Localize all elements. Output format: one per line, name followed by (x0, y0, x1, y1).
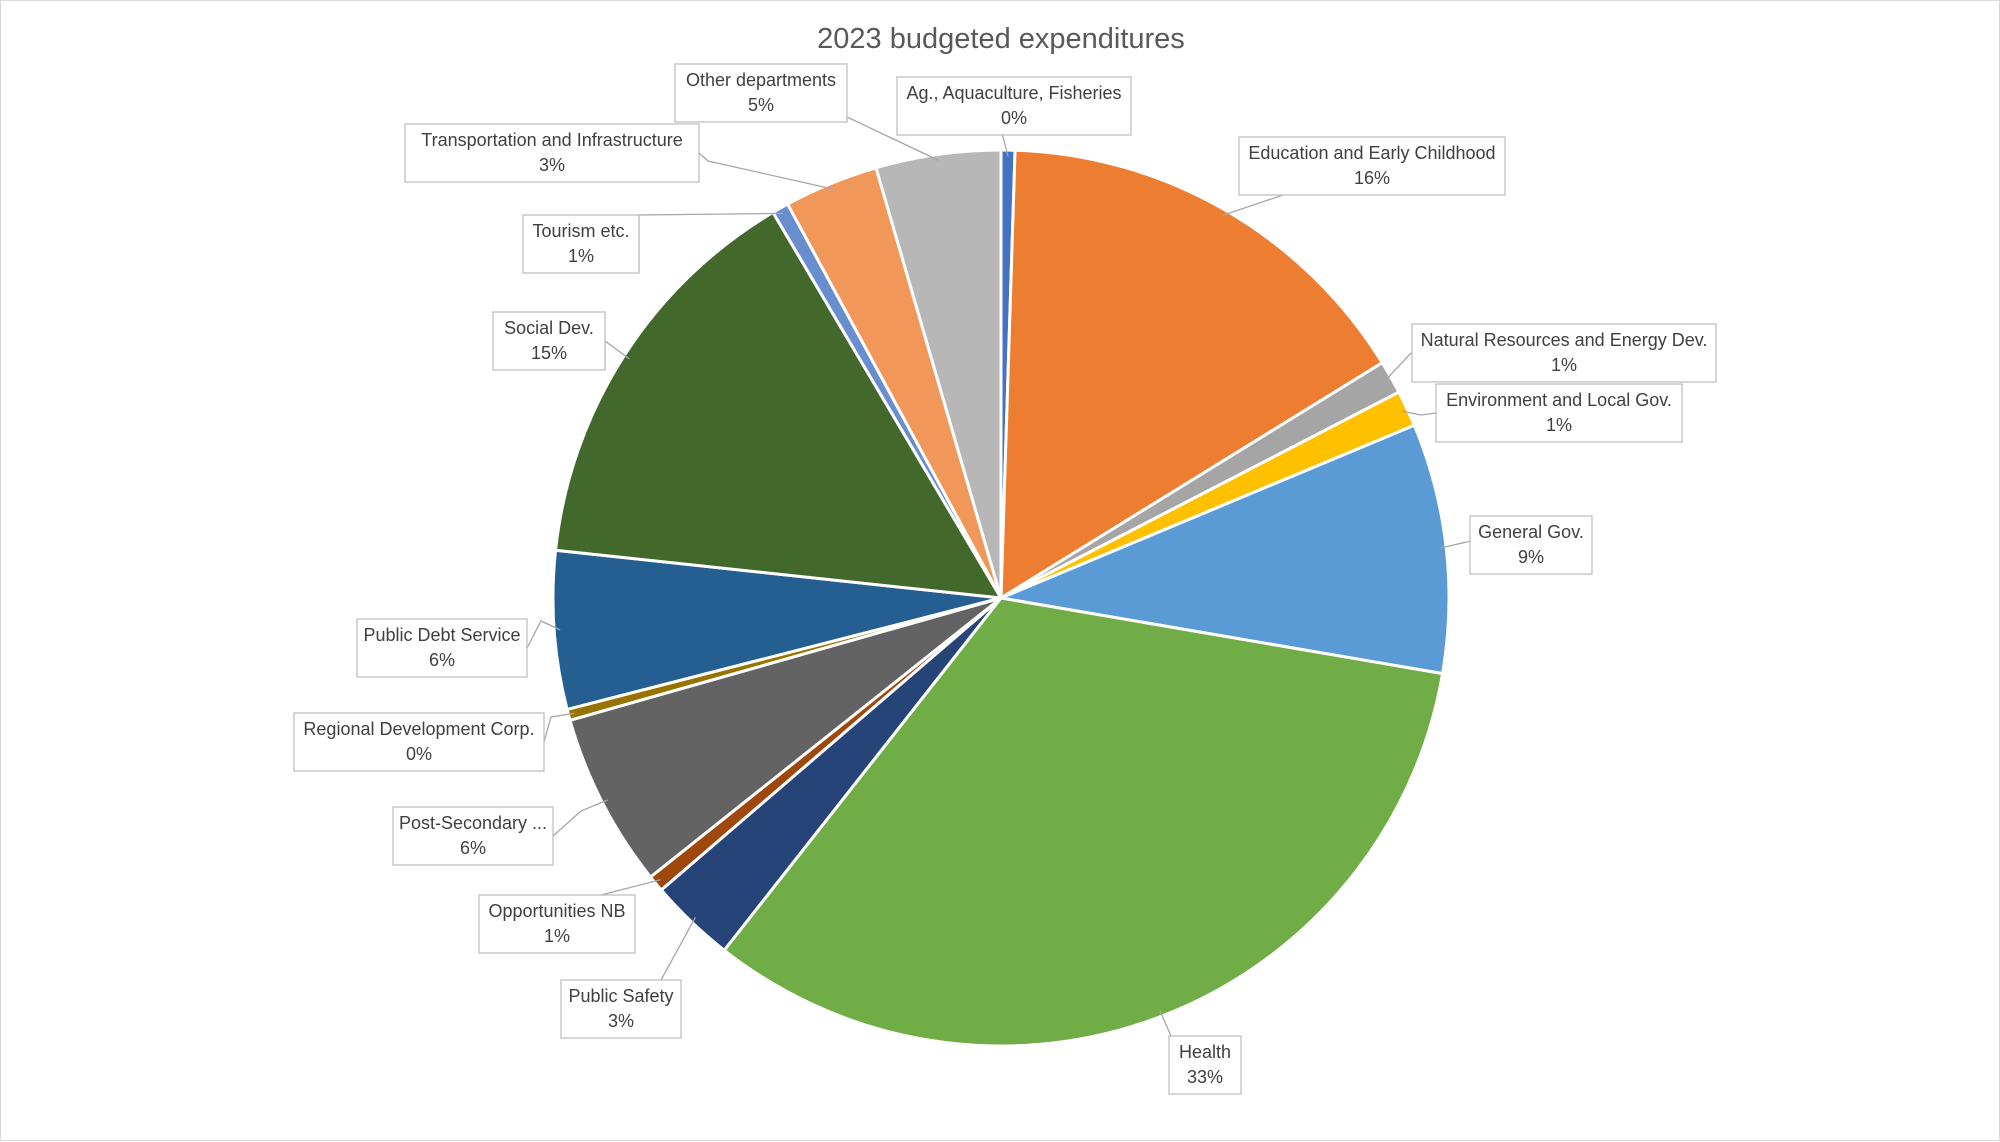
data-label-box (478, 894, 636, 954)
data-label: Regional Development Corp. 0% (293, 712, 545, 772)
leader-line (543, 712, 575, 743)
data-label: Social Dev. 15% (492, 311, 606, 371)
data-label: Public Debt Service 6% (356, 618, 528, 678)
data-label-percent: 6% (460, 838, 486, 858)
data-label-category: Opportunities NB (488, 901, 625, 921)
data-label-percent: 15% (531, 343, 567, 363)
data-label-percent: 0% (1001, 108, 1027, 128)
data-label-percent: 16% (1354, 168, 1390, 188)
data-label-percent: 5% (748, 95, 774, 115)
data-label-box (492, 311, 606, 371)
pie-slice (551, 548, 1002, 712)
data-label-percent: 9% (1518, 547, 1544, 567)
data-labels: Ag., Aquaculture, Fisheries 0% Education a… (293, 63, 1717, 1095)
data-label-percent: 6% (429, 650, 455, 670)
data-label: Public Safety 3% (560, 979, 682, 1039)
data-label-box (896, 76, 1132, 136)
leader-line (1385, 352, 1412, 381)
data-label-category: Public Safety (568, 986, 673, 1006)
data-label-category: General Gov. (1478, 522, 1584, 542)
data-label-box (1435, 383, 1683, 443)
data-label-percent: 1% (1551, 355, 1577, 375)
data-label-box (1469, 515, 1593, 575)
data-label-category: Regional Development Corp. (303, 719, 534, 739)
data-label: Opportunities NB 1% (478, 894, 636, 954)
data-label: Post-Secondary ... 6% (392, 806, 554, 866)
data-label-category: Public Debt Service (363, 625, 520, 645)
data-label-percent: 0% (406, 744, 432, 764)
data-label: Environment and Local Gov. 1% (1435, 383, 1683, 443)
data-label-category: Education and Early Childhood (1248, 143, 1495, 163)
data-label-box (293, 712, 545, 772)
data-label-percent: 3% (608, 1011, 634, 1031)
data-label-percent: 1% (568, 246, 594, 266)
leader-line (1222, 194, 1284, 217)
pie-slice (874, 148, 1003, 599)
pie-slice (995, 423, 1451, 676)
data-label-box (404, 123, 700, 183)
pie-slices (551, 148, 1451, 1048)
data-label-box (1238, 136, 1506, 196)
data-label-category: Transportation and Infrastructure (421, 130, 682, 150)
data-label-category: Environment and Local Gov. (1446, 390, 1672, 410)
data-label: Health 33% (1168, 1035, 1242, 1095)
data-label-percent: 1% (544, 926, 570, 946)
data-label-percent: 33% (1187, 1067, 1223, 1087)
data-label: General Gov. 9% (1469, 515, 1593, 575)
data-label: Natural Resources and Energy Dev. 1% (1411, 323, 1717, 383)
data-label-box (356, 618, 528, 678)
data-label-box (392, 806, 554, 866)
data-label: Tourism etc. 1% (522, 214, 640, 274)
data-label-category: Ag., Aquaculture, Fisheries (906, 83, 1121, 103)
data-label-category: Tourism etc. (532, 221, 629, 241)
data-label-box (560, 979, 682, 1039)
data-label-percent: 3% (539, 155, 565, 175)
chart-title: 2023 budgeted expenditures (817, 23, 1185, 55)
data-label-percent: 1% (1546, 415, 1572, 435)
data-label-box (522, 214, 640, 274)
data-label-box (1411, 323, 1717, 383)
data-label-box (674, 63, 848, 123)
leader-line (526, 620, 561, 649)
data-label-category: Post-Secondary ... (399, 813, 547, 833)
leader-line (698, 152, 834, 190)
data-label-category: Health (1179, 1042, 1231, 1062)
data-label: Other departments 5% (674, 63, 848, 123)
leader-line (552, 799, 609, 837)
data-label: Transportation and Infrastructure 3% (404, 123, 700, 183)
data-label-category: Natural Resources and Energy Dev. (1421, 330, 1708, 350)
data-label-category: Other departments (686, 70, 836, 90)
data-label: Education and Early Childhood 16% (1238, 136, 1506, 196)
leader-line (1401, 410, 1437, 416)
data-label-box (1168, 1035, 1242, 1095)
data-label-category: Social Dev. (504, 318, 594, 338)
data-label: Ag., Aquaculture, Fisheries 0% (896, 76, 1132, 136)
pie-slice (999, 148, 1385, 601)
